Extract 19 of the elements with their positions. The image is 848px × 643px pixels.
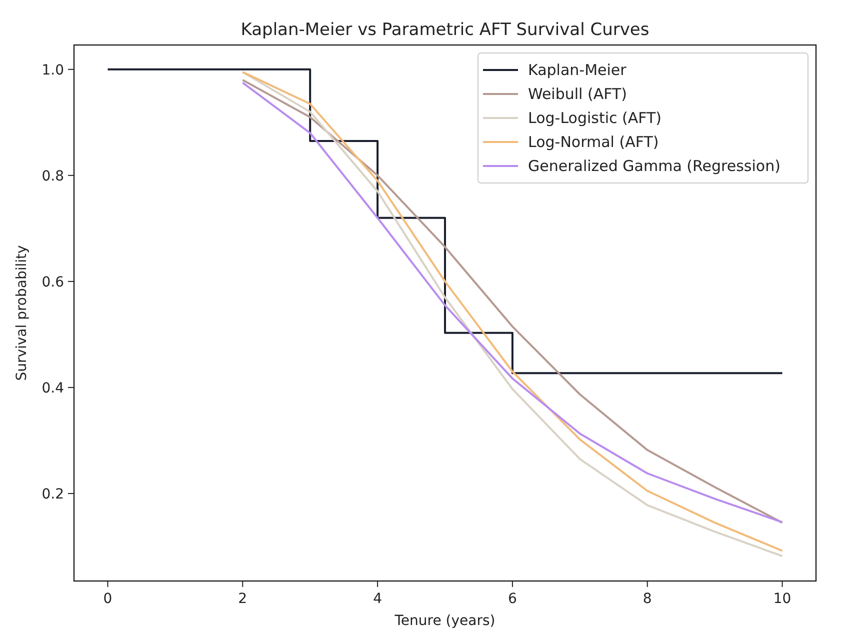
legend-label: Generalized Gamma (Regression) [528, 157, 780, 175]
x-tick-label: 10 [773, 591, 792, 607]
y-tick-label: 0.8 [42, 168, 64, 184]
x-tick-label: 4 [373, 591, 382, 607]
x-tick-label: 6 [508, 591, 517, 607]
legend-label: Kaplan-Meier [528, 61, 628, 79]
y-tick-label: 0.2 [42, 486, 64, 503]
x-axis-title: Tenure (years) [394, 613, 496, 629]
chart-title: Kaplan-Meier vs Parametric AFT Survival Curves [240, 20, 650, 40]
y-tick-label: 0.4 [42, 380, 64, 396]
legend-label: Weibull (AFT) [528, 85, 627, 103]
legend-label: Log-Logistic (AFT) [528, 109, 662, 127]
y-tick-label: 1.0 [42, 62, 64, 78]
x-tick-label: 0 [103, 591, 112, 607]
x-tick-label: 8 [642, 591, 652, 607]
x-tick-label: 2 [238, 591, 248, 607]
y-tick-label: 0.6 [42, 274, 64, 290]
legend-label: Log-Normal (AFT) [528, 133, 659, 151]
y-axis-title: Survival probability [14, 245, 30, 381]
